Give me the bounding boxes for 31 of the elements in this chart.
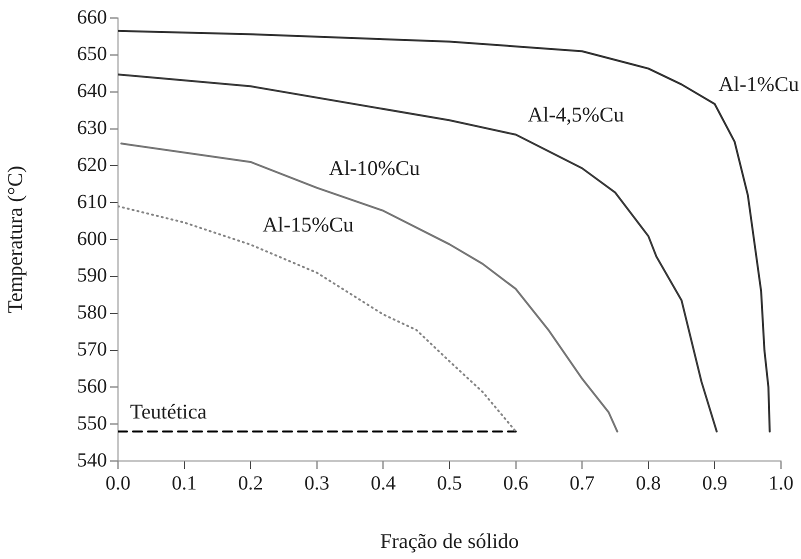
x-tick-label: 0.7 [570,472,595,494]
x-tick-label: 0.9 [702,472,728,494]
x-tick-label: 0.4 [370,472,396,494]
x-axis-title: Fração de sólido [380,528,519,553]
series-label: Al-15%Cu [262,212,354,237]
y-tick-label: 660 [77,6,107,28]
x-tick-label: 0.5 [437,472,462,494]
x-tick-label: 0.8 [636,472,661,494]
x-tick-label: 0.0 [106,472,130,494]
y-tick-label: 580 [77,302,107,324]
series-label: Al-10%Cu [328,156,420,180]
y-tick-label: 600 [77,228,107,250]
y-tick-label: 590 [77,264,107,287]
y-tick-label: 620 [77,154,107,176]
y-tick-label: 610 [77,190,107,213]
x-tick-label: 0.2 [238,472,264,494]
y-axis-title: Temperatura (°C) [3,166,28,314]
y-tick-label: 640 [77,80,107,102]
y-tick-label: 650 [77,43,107,66]
y-tick-label: 570 [77,338,107,360]
series-label: Teutética [130,399,208,424]
x-tick-label: 0.6 [503,472,528,494]
y-tick-label: 550 [77,412,107,434]
y-tick-label: 560 [77,375,107,398]
y-tick-label: 630 [77,117,107,139]
x-tick-label: 1.0 [768,472,794,494]
y-tick-label: 540 [77,449,107,472]
series-label: Al-4,5%Cu [528,102,625,127]
series-label: Al-1%Cu [718,72,800,96]
x-tick-label: 0.3 [304,472,330,494]
x-tick-label: 0.1 [172,472,197,494]
